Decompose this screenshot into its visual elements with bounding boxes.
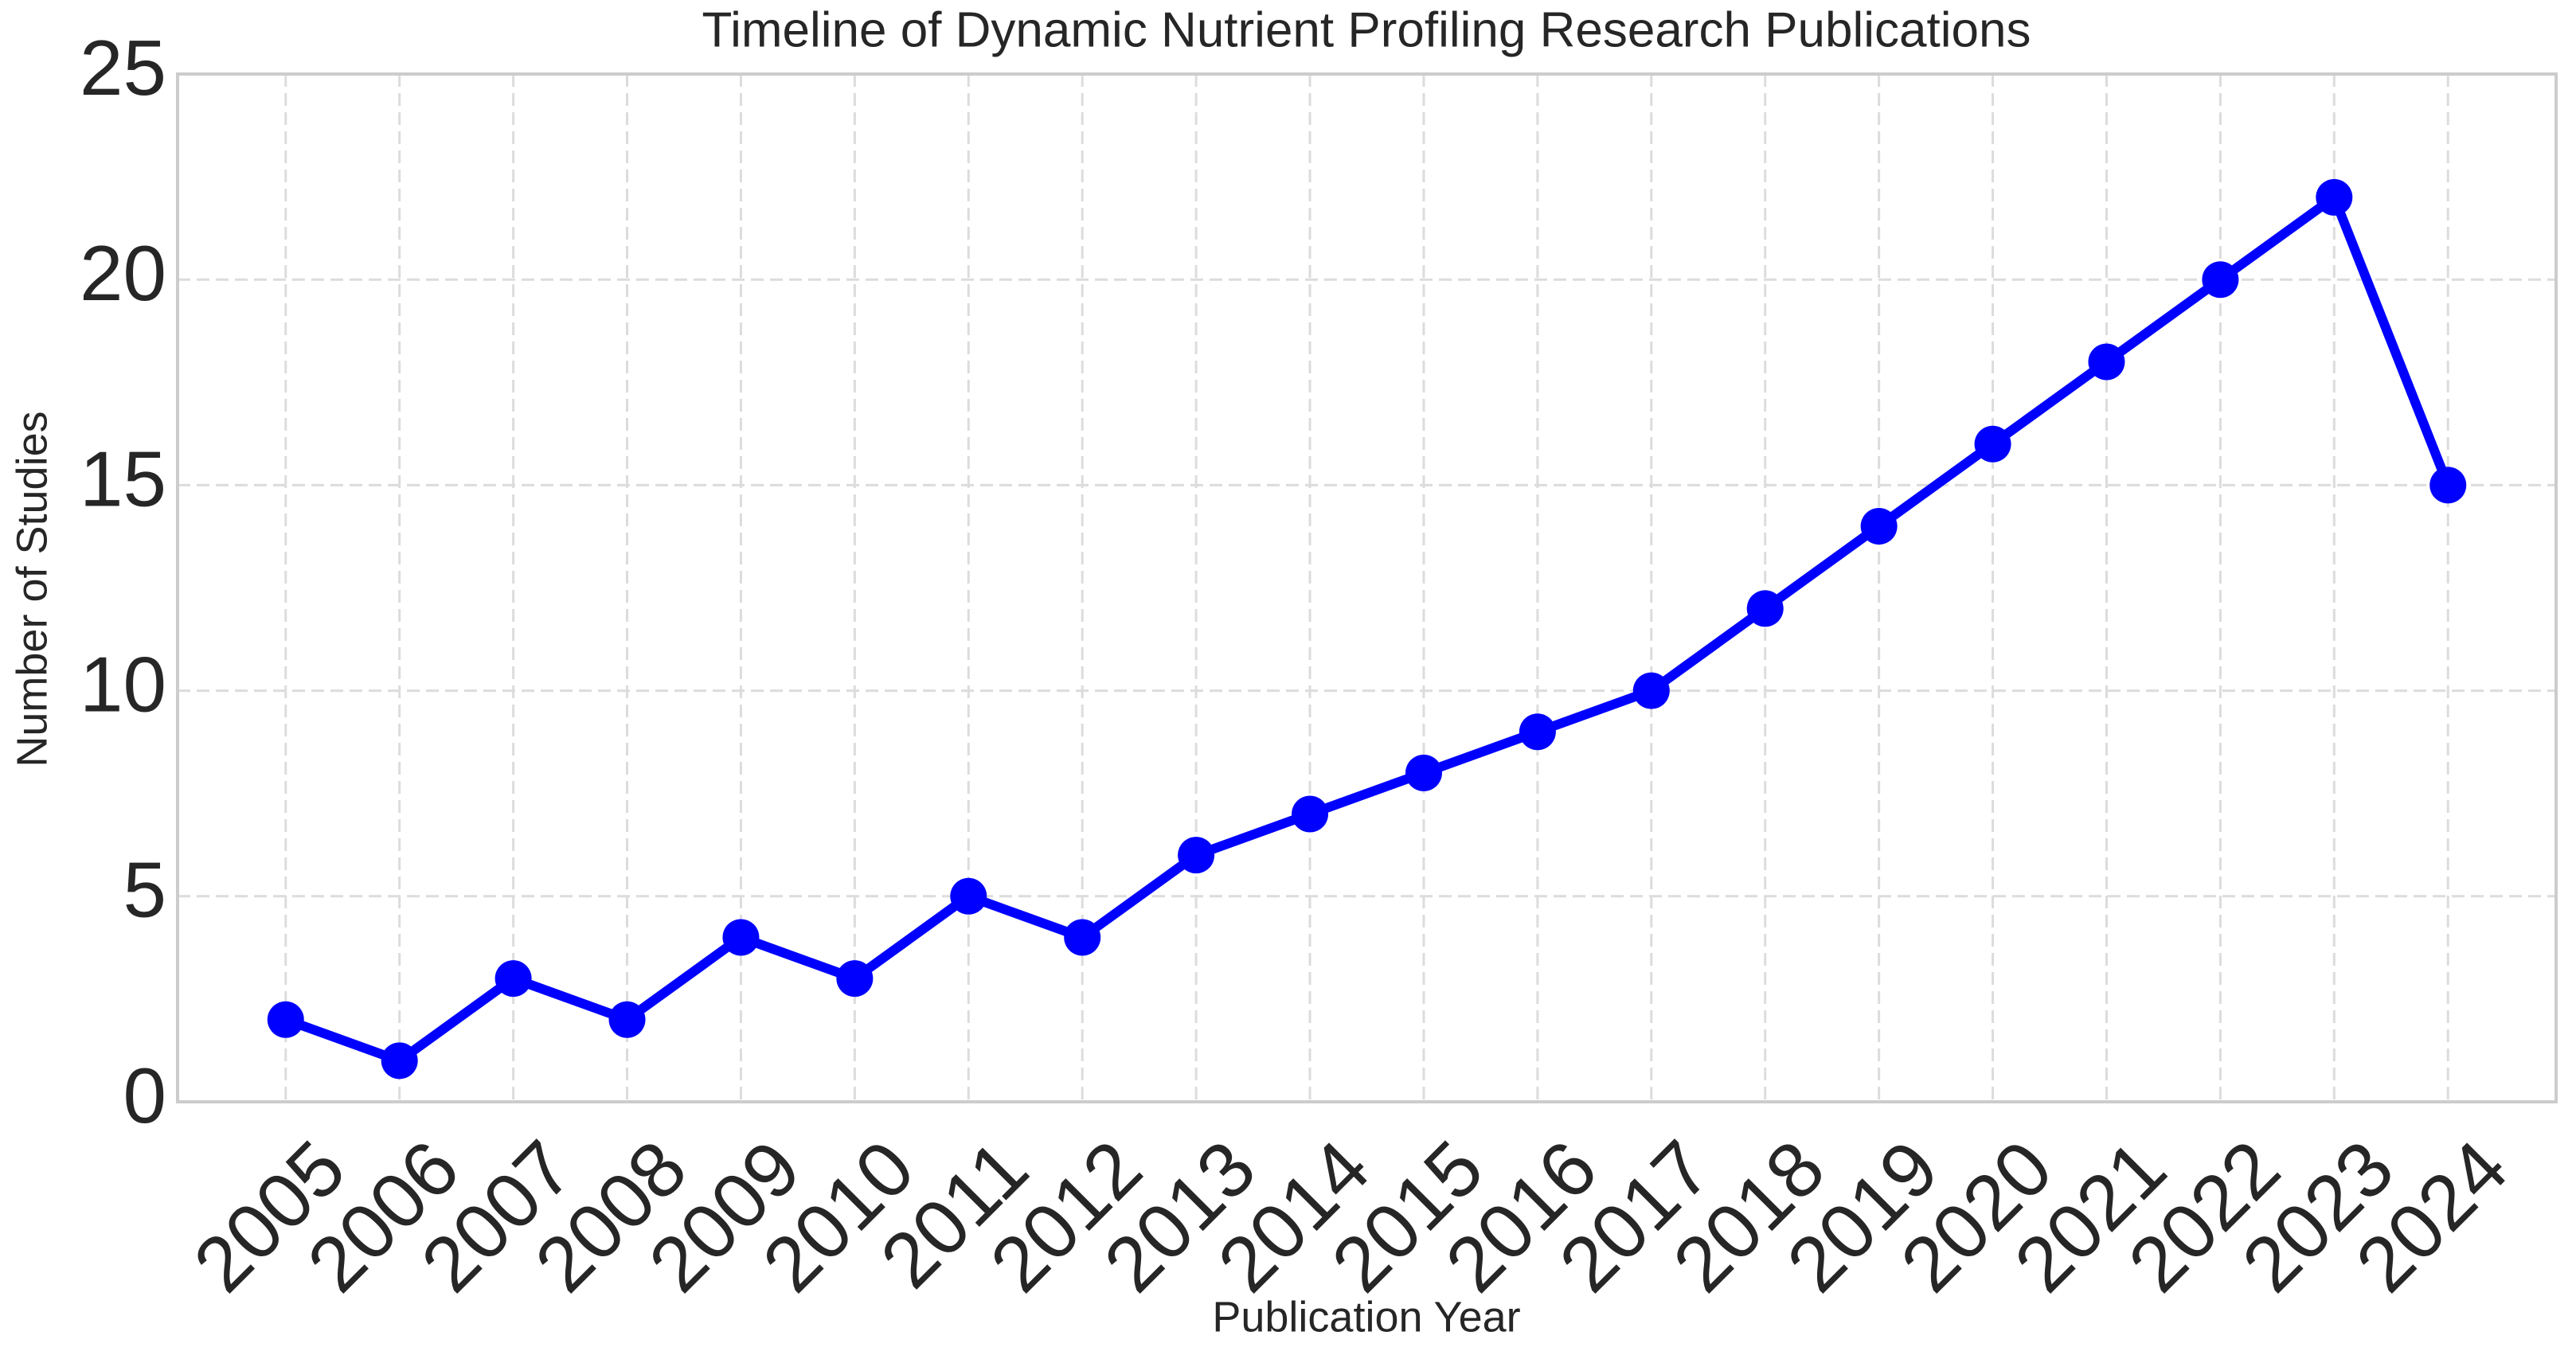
y-tick-label: 15 [80, 435, 166, 522]
data-point [2088, 343, 2125, 381]
data-point [722, 919, 760, 956]
chart-title: Timeline of Dynamic Nutrient Profiling R… [702, 2, 2031, 57]
y-tick-label: 10 [80, 640, 166, 728]
data-point [1178, 837, 1215, 874]
y-axis-label: Number of Studies [8, 411, 56, 767]
data-point [1974, 425, 2011, 463]
data-point [2316, 178, 2353, 216]
data-point [1519, 713, 1556, 751]
y-tick-label: 5 [123, 846, 166, 934]
data-line [283, 192, 2453, 1066]
data-point [267, 1001, 304, 1038]
data-point [1746, 590, 1784, 627]
data-point [2429, 467, 2467, 504]
data-point [608, 1001, 646, 1038]
x-axis-label: Publication Year [1212, 1293, 1520, 1341]
data-point [836, 960, 874, 998]
plot-border [176, 72, 2558, 1103]
y-tick-label: 20 [80, 229, 166, 317]
y-tick-label: 25 [80, 24, 166, 111]
data-point [950, 877, 987, 915]
y-tick-label: 0 [123, 1052, 166, 1139]
data-point [1064, 919, 1101, 956]
data-point [1405, 754, 1442, 791]
data-point [1292, 795, 1329, 833]
data-point [381, 1042, 418, 1080]
data-point [2202, 261, 2239, 299]
data-point [1632, 672, 1670, 709]
data-point [494, 960, 532, 998]
data-point [1860, 508, 1898, 545]
